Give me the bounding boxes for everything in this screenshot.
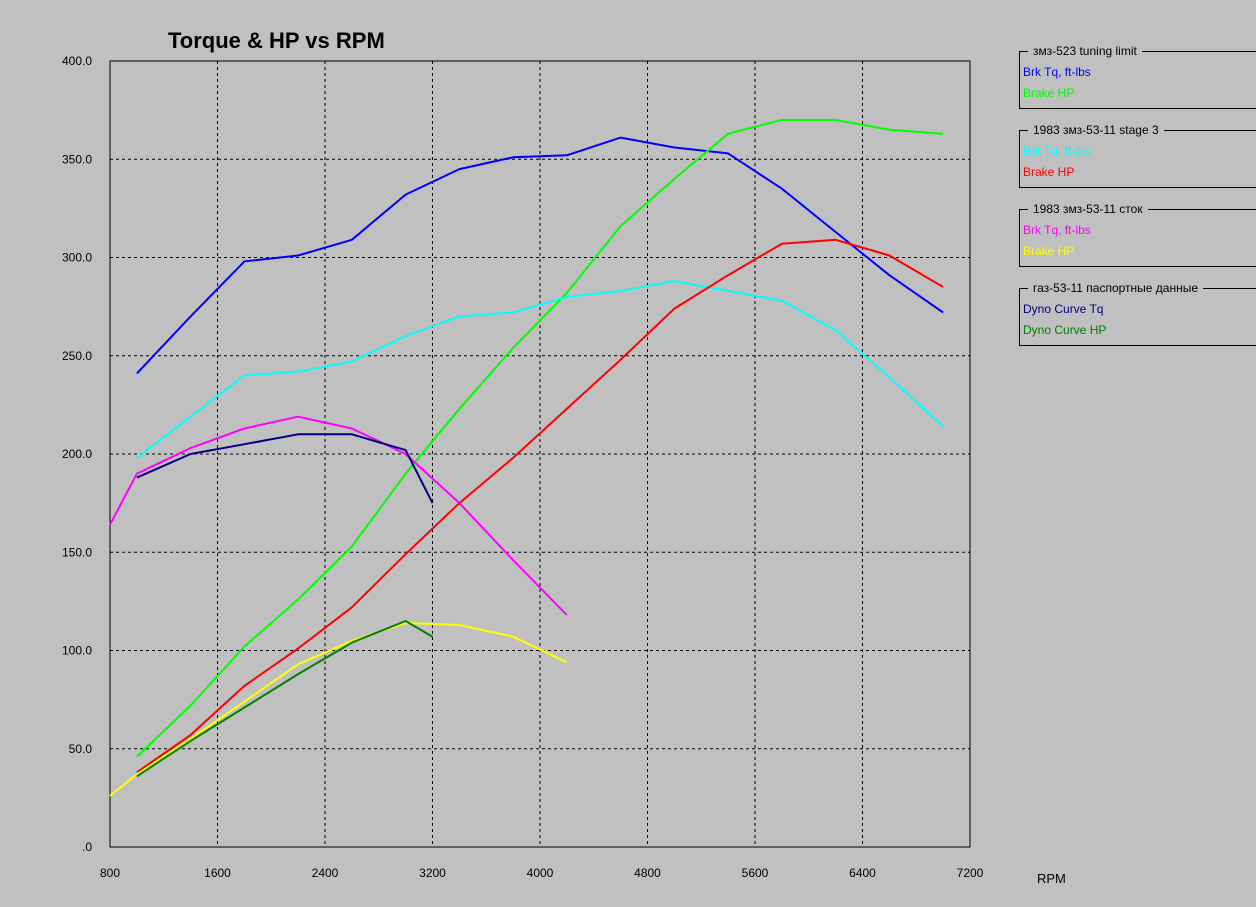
y-tick-label: 200.0	[62, 447, 92, 461]
y-axis-ticks: .0 50.0 100.0 150.0 200.0 250.0 300.0 350.0 400.…	[62, 54, 92, 854]
y-tick-label: 50.0	[69, 742, 93, 756]
legend-group-title: газ-53-11 паспортные данные	[1028, 281, 1204, 295]
legend-group: 1983 змз-53-11 сток Brk Tq, ft-lbs Brake H…	[1019, 202, 1256, 267]
x-tick-label: 4800	[634, 866, 661, 880]
y-tick-label: 150.0	[62, 545, 92, 559]
legend-item: Dyno Curve Tq	[1023, 302, 1104, 316]
x-tick-label: 5600	[742, 866, 769, 880]
y-tick-label: 250.0	[62, 349, 92, 363]
x-tick-label: 2400	[312, 866, 339, 880]
chart-title: Torque & HP vs RPM	[168, 28, 385, 53]
legend-item: Brake HP	[1023, 165, 1075, 179]
y-tick-label: 100.0	[62, 644, 92, 658]
legend-group: 1983 змз-53-11 stage 3 Brk Tq, ft-lbs Brak…	[1019, 123, 1256, 188]
legend-item: Dyno Curve HP	[1023, 323, 1107, 337]
series-line	[136, 280, 944, 459]
legend-group: змз-523 tuning limit Brk Tq, ft-lbs Brake …	[1019, 44, 1256, 109]
series-line	[136, 136, 944, 375]
x-tick-label: 4000	[527, 866, 554, 880]
legend-item: Brake HP	[1023, 244, 1075, 258]
series-line	[109, 622, 568, 797]
x-tick-label: 3200	[419, 866, 446, 880]
grid-lines	[110, 61, 970, 847]
legend-item: Brk Tq, ft-lbs	[1023, 223, 1091, 237]
series-line	[136, 620, 434, 778]
series-line	[136, 238, 944, 774]
legend-group-title: змз-523 tuning limit	[1028, 44, 1142, 58]
y-tick-label: 400.0	[62, 54, 92, 68]
y-tick-label: .0	[82, 840, 92, 854]
legend-item: Brk Tq, ft-lbs	[1023, 65, 1091, 79]
x-tick-label: 1600	[204, 866, 231, 880]
y-tick-label: 300.0	[62, 251, 92, 265]
legend-group: газ-53-11 паспортные данные Dyno Curve Tq…	[1019, 281, 1256, 346]
legend-group-title: 1983 змз-53-11 stage 3	[1028, 123, 1164, 137]
x-tick-label: 6400	[849, 866, 876, 880]
x-tick-label: 800	[100, 866, 120, 880]
series-line	[109, 415, 568, 616]
y-tick-label: 350.0	[62, 152, 92, 166]
series-line	[136, 118, 944, 758]
x-axis-ticks: 800 1600 2400 3200 4000 4800 5600 6400 7200	[100, 866, 984, 880]
legend-item: Brk Tq, ft-lbs	[1023, 144, 1091, 158]
x-tick-label: 7200	[957, 866, 984, 880]
x-axis-label: RPM	[1037, 871, 1066, 886]
series-line	[136, 433, 434, 504]
legend-group-title: 1983 змз-53-11 сток	[1028, 202, 1148, 216]
series-lines	[109, 118, 944, 797]
legend-item: Brake HP	[1023, 86, 1075, 100]
